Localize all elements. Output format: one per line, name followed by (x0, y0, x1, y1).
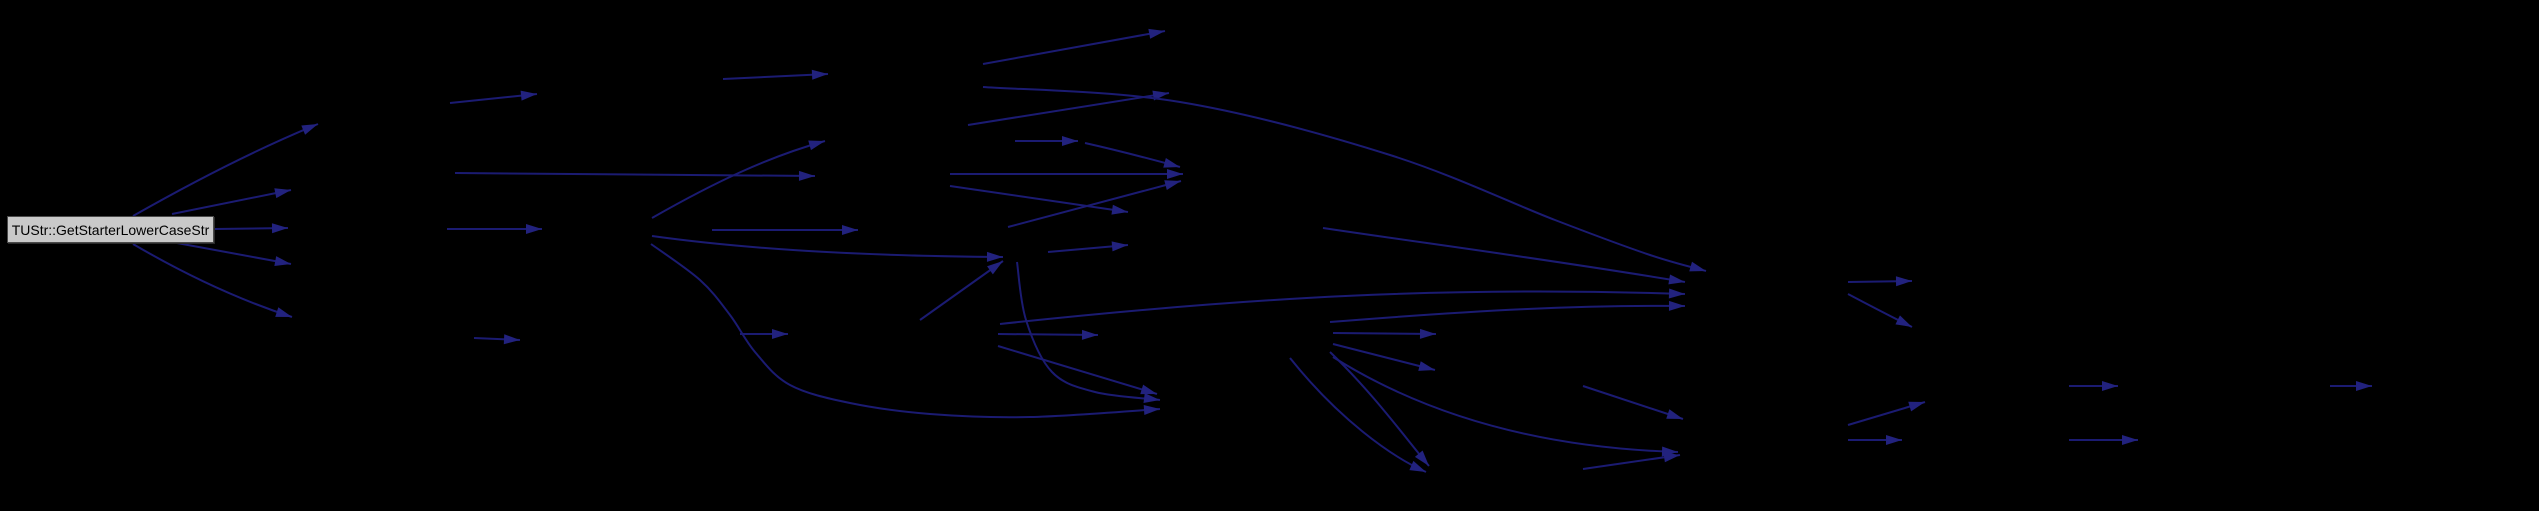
edge-arrowhead-icon (503, 334, 520, 345)
graph-edge (454, 172, 816, 177)
edge-arrowhead-icon (1111, 204, 1128, 215)
edge-arrowhead-icon (275, 307, 292, 317)
edge-arrowhead-icon (808, 140, 825, 151)
edge-arrowhead-icon (2356, 381, 2372, 391)
root-function-node: TUStr::GetStarterLowerCaseStr (7, 216, 214, 243)
edge-arrowhead-icon (274, 188, 291, 199)
edge-arrowhead-icon (1668, 288, 1685, 299)
edge-arrowhead-icon (2102, 381, 2118, 391)
edge-arrowhead-icon (301, 124, 318, 135)
graph-edge (171, 189, 292, 215)
graph-edge (967, 92, 1170, 126)
graph-edge (132, 123, 319, 217)
edge-arrowhead-icon (526, 224, 542, 234)
graph-edge (949, 185, 1129, 213)
edge-arrowhead-icon (1689, 261, 1706, 272)
graph-edge (176, 242, 292, 265)
graph-edge (1007, 180, 1182, 228)
edge-arrowhead-icon (1895, 276, 1912, 287)
graph-edge (650, 243, 1161, 419)
graph-edge (651, 235, 1004, 258)
graph-edge (132, 243, 293, 318)
edge-arrowhead-icon (811, 69, 828, 80)
edge-arrowhead-icon (1111, 241, 1128, 252)
graph-edge (982, 30, 1166, 65)
edge-arrowhead-icon (986, 251, 1003, 262)
edge-arrowhead-icon (1414, 450, 1429, 466)
edge-arrowhead-icon (1163, 157, 1180, 168)
graph-edge (997, 345, 1158, 395)
graph-edge (1332, 332, 1437, 335)
edge-arrowhead-icon (1081, 329, 1098, 340)
graph-edge (722, 73, 829, 80)
edge-arrowhead-icon (842, 225, 858, 235)
graph-edge (1289, 357, 1427, 473)
edge-arrowhead-icon (1668, 300, 1685, 311)
edge-arrowhead-icon (1666, 409, 1683, 419)
graph-edge (919, 260, 1004, 321)
edge-arrowhead-icon (1663, 452, 1680, 463)
graph-edge (997, 333, 1099, 336)
graph-edge (651, 140, 826, 219)
graph-edge (1332, 343, 1436, 371)
edge-arrowhead-icon (1164, 180, 1181, 190)
graph-edge (1016, 261, 1161, 401)
edge-arrowhead-icon (1062, 136, 1078, 146)
graph-edge (1322, 227, 1686, 283)
edge-arrowhead-icon (1419, 328, 1436, 339)
graph-edge (1582, 385, 1684, 420)
edge-arrowhead-icon (2122, 435, 2138, 445)
edge-arrowhead-icon (987, 261, 1003, 275)
edge-arrowhead-icon (1668, 274, 1685, 285)
edge-arrowhead-icon (271, 223, 288, 234)
graph-edge (1582, 454, 1681, 470)
edge-arrowhead-icon (1143, 393, 1160, 404)
edge-arrowhead-icon (1409, 460, 1426, 472)
edge-arrowhead-icon (1908, 401, 1925, 412)
edge-arrowhead-icon (1418, 361, 1435, 371)
edge-arrowhead-icon (520, 90, 537, 101)
edge-arrowhead-icon (798, 170, 815, 181)
graph-edge (1332, 356, 1679, 453)
edge-arrowhead-icon (1148, 28, 1165, 39)
edge-arrowhead-icon (1886, 435, 1902, 445)
graph-edge (1329, 351, 1430, 467)
graph-edge (982, 86, 1707, 272)
edge-arrowhead-icon (1143, 404, 1160, 415)
edge-arrowhead-icon (1140, 384, 1157, 395)
edge-arrowhead-icon (1895, 315, 1912, 327)
edge-arrowhead-icon (772, 329, 788, 339)
graph-edge (1329, 304, 1686, 323)
edge-arrowhead-icon (274, 256, 291, 267)
edge-arrowhead-icon (1167, 169, 1183, 179)
graph-edge (999, 290, 1686, 325)
